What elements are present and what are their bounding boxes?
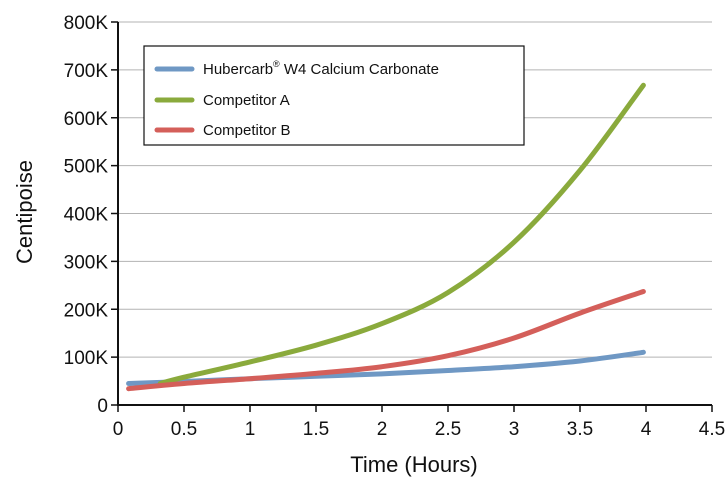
legend-label: Competitor B bbox=[203, 122, 291, 139]
y-axis-title: Centipoise bbox=[12, 160, 37, 264]
x-tick-label: 1.5 bbox=[303, 419, 329, 440]
y-tick-label: 300K bbox=[64, 252, 109, 273]
legend: Hubercarb® W4 Calcium Carbonate Competito… bbox=[143, 45, 525, 146]
x-tick-label: 2 bbox=[377, 419, 388, 440]
x-tick-label: 3 bbox=[509, 419, 520, 440]
y-tick-label: 800K bbox=[64, 13, 109, 34]
x-tick-label: 4.5 bbox=[699, 419, 725, 440]
y-tick-label: 100K bbox=[64, 348, 109, 369]
y-tick-label: 600K bbox=[64, 109, 109, 130]
legend-label: Hubercarb® W4 Calcium Carbonate bbox=[203, 59, 439, 78]
y-tick-label: 400K bbox=[64, 205, 109, 226]
x-tick-label: 1 bbox=[245, 419, 256, 440]
y-tick-label: 0 bbox=[97, 396, 108, 417]
x-tick-label: 4 bbox=[641, 419, 652, 440]
legend-box bbox=[143, 45, 525, 146]
x-axis-title: Time (Hours) bbox=[350, 452, 478, 477]
y-tick-label: 500K bbox=[64, 157, 109, 178]
axes bbox=[111, 21, 713, 412]
x-tick-label: 0 bbox=[113, 419, 124, 440]
series-lines bbox=[126, 82, 646, 392]
y-tick-label: 700K bbox=[64, 61, 109, 82]
series-line-competitor-a bbox=[157, 82, 646, 386]
x-tick-label: 3.5 bbox=[567, 419, 593, 440]
y-tick-label: 200K bbox=[64, 300, 109, 321]
tick-labels: 0 100K 200K 300K 400K 500K 600K 700K 800K 0 0.5 1 1.… bbox=[64, 13, 726, 440]
x-tick-label: 2.5 bbox=[435, 419, 461, 440]
x-tick-label: 0.5 bbox=[171, 419, 197, 440]
legend-label: Competitor A bbox=[203, 92, 290, 109]
series-line-competitor-b bbox=[126, 289, 646, 392]
